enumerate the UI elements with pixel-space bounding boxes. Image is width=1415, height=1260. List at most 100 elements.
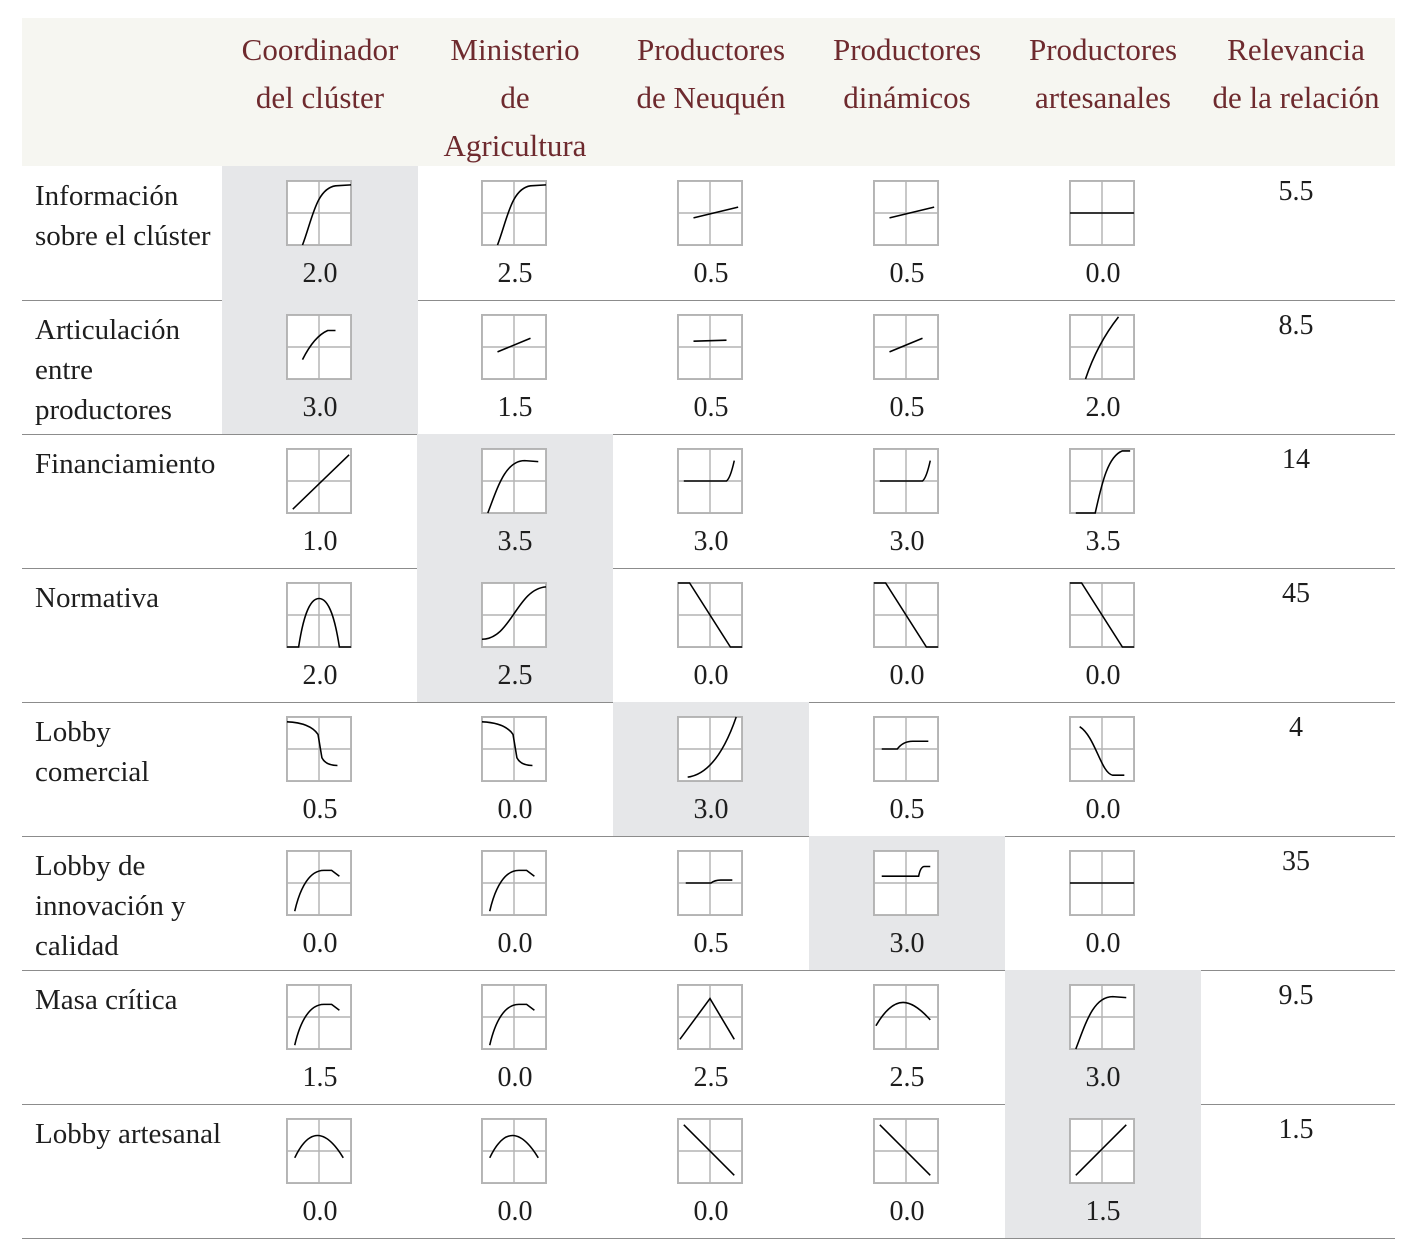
step-drop-curve-icon (286, 716, 352, 782)
table-cell: 1.5 (1005, 1104, 1201, 1238)
flat-then-step-up-curve-icon (677, 448, 743, 514)
curve-line (1075, 995, 1127, 1050)
table-cell: 0.0 (417, 702, 613, 836)
diagonal-decline-curve-icon (873, 1118, 939, 1184)
column-header-line: de Neuquén (636, 80, 786, 115)
cell-value: 1.0 (302, 526, 338, 557)
column-header-line: Coordinador (241, 32, 399, 67)
cell-value: 2.5 (889, 1062, 925, 1093)
table-cell: 3.0 (809, 434, 1005, 568)
small-step-up-curve-icon (873, 716, 939, 782)
cell-value: 0.0 (302, 928, 338, 959)
s-decline-curve-icon (1069, 716, 1135, 782)
s-curve-curve-icon (481, 582, 547, 648)
cell-value: 0.0 (1085, 660, 1121, 691)
column-header-line: Agricultura (443, 128, 587, 163)
linear-decline-curve-icon (1069, 582, 1135, 648)
curve-line (293, 869, 340, 912)
cell-value: 0.0 (1085, 258, 1121, 289)
curve-line (1084, 316, 1120, 380)
cell-value: 0.0 (302, 1196, 338, 1227)
table-row: Lobby de innovación y calidad 0.0 0.0 0.5 3.… (22, 836, 1395, 971)
cell-value: 1.5 (302, 1062, 338, 1093)
table-cell: 3.5 (1005, 434, 1201, 568)
linear-rise-curve-icon (286, 448, 352, 514)
cell-value: 0.5 (889, 392, 925, 423)
linear-decline-curve-icon (873, 582, 939, 648)
curve-line (881, 740, 929, 750)
column-header: Coordinador del clúster (222, 26, 418, 122)
curve-line (481, 586, 547, 641)
saturating-rise-curve-icon (481, 180, 547, 246)
table-cell: 3.0 (613, 434, 809, 568)
row-label: Articulación entre productores (35, 314, 180, 426)
table-row: Masa crítica 1.5 0.0 2.5 2.5 3.0 9.5 (22, 970, 1395, 1105)
curve-line (677, 582, 743, 648)
cell-value: 0.5 (889, 794, 925, 825)
column-header-line: dinámicos (843, 80, 971, 115)
cell-value: 3.0 (889, 928, 925, 959)
curve-line (685, 879, 733, 884)
table-cell: 0.0 (417, 836, 613, 970)
curve-line (879, 460, 932, 482)
row-label: Financiamiento (35, 448, 216, 480)
curve-line (489, 1134, 539, 1159)
saturating-rise-plateau-curve-icon (481, 448, 547, 514)
curve-line (488, 1003, 535, 1046)
table-cell: 0.0 (222, 836, 418, 970)
table-cell: 0.0 (1005, 836, 1201, 970)
table-cell: 2.0 (1005, 300, 1201, 434)
column-header: Ministerio de Agricultura (417, 26, 613, 170)
relevance-value: 4 (1289, 712, 1303, 743)
table-cell: 3.0 (613, 702, 809, 836)
cell-value: 0.0 (1085, 928, 1121, 959)
table-cell: 0.5 (809, 166, 1005, 300)
steep-concave-rise-curve-icon (1069, 314, 1135, 380)
table-row: Financiamiento 1.0 3.5 3.0 3.0 3.5 14 (22, 434, 1395, 569)
table-cell: 2.5 (417, 166, 613, 300)
table-cell: 1.5 (417, 300, 613, 434)
curve-line (301, 329, 336, 360)
cell-value: 0.0 (497, 1196, 533, 1227)
arch-curve-icon (481, 1118, 547, 1184)
table-cell: 0.0 (809, 1104, 1005, 1238)
curve-line (881, 865, 931, 877)
column-header-line: artesanales (1035, 80, 1171, 115)
saturating-rise-plateau-curve-icon (1069, 984, 1135, 1050)
cell-value: 3.0 (693, 526, 729, 557)
table-cell: 1.5 (222, 970, 418, 1104)
cell-value: 0.5 (302, 794, 338, 825)
column-header-line: Productores (832, 32, 982, 67)
cell-value: 0.0 (693, 1196, 729, 1227)
cell-value: 0.0 (497, 1062, 533, 1093)
column-header: Relevancia de la relación (1198, 26, 1394, 122)
cell-value: 0.5 (693, 392, 729, 423)
cell-value: 1.5 (497, 392, 533, 423)
curve-line (292, 454, 350, 510)
cell-value: 3.0 (1085, 1062, 1121, 1093)
saturating-rise-curve-icon (286, 180, 352, 246)
table-cell: 0.0 (222, 1104, 418, 1238)
short-concave-rise-curve-icon (286, 314, 352, 380)
diagonal-decline-curve-icon (677, 1118, 743, 1184)
row-label: Masa crítica (35, 984, 178, 1016)
table-row: Articulación entre productores 3.0 1.5 0.5 0… (22, 300, 1395, 435)
table-cell: 3.0 (222, 300, 418, 434)
curve-line (1075, 450, 1131, 514)
peak-curve-icon (677, 984, 743, 1050)
curve-line (1079, 726, 1125, 776)
curve-line (301, 184, 352, 246)
column-header-line: Relevancia (1227, 32, 1365, 67)
table-cell: 3.0 (809, 836, 1005, 970)
row-label: Lobby comercial (35, 716, 150, 788)
flat-curve-icon (1069, 180, 1135, 246)
table-cell: 2.5 (417, 568, 613, 702)
cell-value: 1.5 (1085, 1196, 1121, 1227)
curve-line (481, 721, 533, 767)
cell-value: 2.0 (302, 258, 338, 289)
curve-line (286, 721, 338, 767)
cell-value: 0.0 (497, 928, 533, 959)
row-label: Lobby de innovación y calidad (35, 850, 186, 962)
curve-line (294, 1134, 344, 1159)
table-cell: 2.5 (809, 970, 1005, 1104)
